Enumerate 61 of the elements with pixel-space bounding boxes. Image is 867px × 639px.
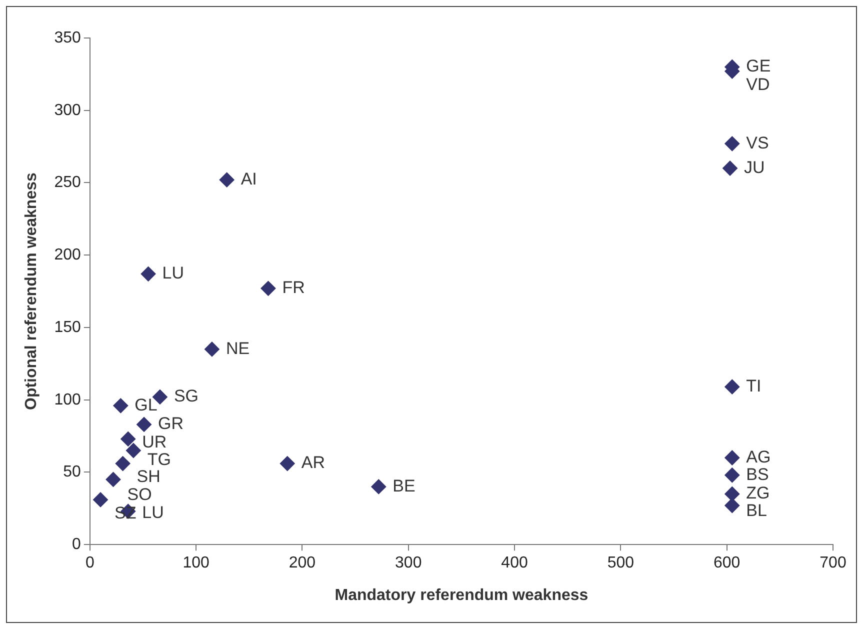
- annotation: NE: [226, 338, 250, 358]
- point: [204, 342, 220, 357]
- annotation: LU: [142, 502, 164, 522]
- y-tick-label: 0: [72, 536, 81, 554]
- annotation: SO: [127, 485, 152, 504]
- x-tick-label: 700: [820, 554, 846, 572]
- annotation: FR: [282, 278, 305, 298]
- annotation: ZG: [746, 484, 770, 503]
- point: [136, 416, 152, 432]
- point: [724, 498, 740, 514]
- annotation: BL: [746, 501, 767, 520]
- y-tick-label: 100: [54, 391, 81, 408]
- point: [260, 280, 276, 296]
- y-axis-title: Optional referendum weakness: [23, 172, 40, 410]
- x-tick-label: 500: [607, 554, 634, 572]
- x-tick-label: 600: [713, 554, 740, 572]
- annotation: GL: [134, 395, 158, 414]
- annotation: AI: [240, 170, 257, 189]
- point: [724, 450, 740, 466]
- annotation: VS: [746, 133, 769, 152]
- x-axis-title: Mandatory referendum weakness: [334, 586, 588, 604]
- y-tick-label: 50: [63, 464, 81, 481]
- point: [126, 443, 141, 458]
- x-tick-label: 300: [395, 554, 422, 572]
- annotation: AG: [746, 447, 771, 466]
- point: [113, 398, 128, 414]
- y-tick-label: 300: [54, 102, 81, 119]
- annotation: LU: [162, 264, 184, 283]
- annotation: SH: [136, 467, 160, 486]
- point: [722, 160, 738, 176]
- x-tick-label: 200: [288, 554, 316, 572]
- annotation: GE: [746, 56, 771, 76]
- y-tick-label: 150: [54, 318, 81, 336]
- y-tick-label: 250: [54, 174, 81, 192]
- point: [93, 492, 108, 508]
- x-tick-label: 0: [85, 554, 94, 572]
- y-tick-label: 200: [54, 246, 81, 264]
- annotation: TI: [746, 376, 762, 396]
- x-tick-label: 100: [182, 554, 210, 572]
- annotation: BE: [392, 476, 416, 496]
- point: [106, 472, 121, 487]
- point: [280, 456, 295, 472]
- y-tick-label: 350: [54, 29, 81, 46]
- point: [724, 486, 740, 502]
- annotation: JU: [744, 158, 765, 177]
- point: [115, 456, 130, 472]
- annotation: AR: [301, 453, 325, 472]
- x-tick-label: 400: [501, 554, 528, 572]
- annotation: BS: [746, 464, 769, 484]
- point: [371, 479, 386, 494]
- point: [724, 379, 740, 394]
- annotation: SG: [174, 386, 199, 406]
- point: [724, 468, 740, 483]
- annotation: TG: [147, 450, 172, 470]
- point: [724, 136, 740, 152]
- annotation: UR: [142, 432, 167, 452]
- point: [120, 431, 136, 446]
- point: [219, 172, 234, 188]
- point: [140, 266, 156, 282]
- annotation: GR: [158, 414, 184, 434]
- annotation: VD: [746, 74, 770, 94]
